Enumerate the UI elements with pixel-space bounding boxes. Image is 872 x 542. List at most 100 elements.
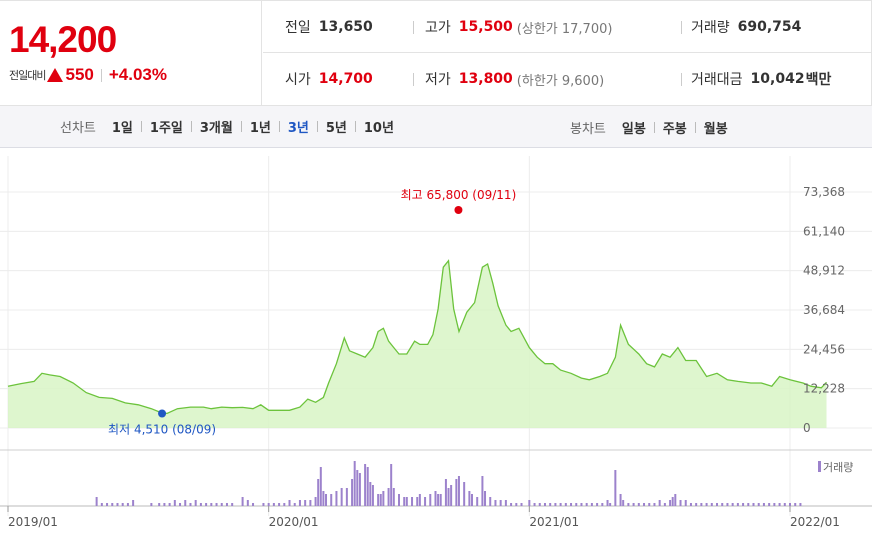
volume-bar bbox=[700, 503, 703, 506]
candle-weekly[interactable]: 주봉 bbox=[662, 121, 687, 137]
y-tick-label: 24,456 bbox=[803, 342, 845, 356]
volume-bar bbox=[549, 503, 552, 506]
volume-bar bbox=[520, 503, 523, 506]
change-row: 전일대비 550 +4.03% bbox=[9, 65, 167, 85]
volume-bar bbox=[371, 485, 374, 506]
volume-bars bbox=[95, 461, 802, 506]
volume-bar bbox=[590, 503, 593, 506]
candle-options: 봉차트 일봉 주봉 월봉 bbox=[570, 106, 728, 148]
volume-bar bbox=[434, 491, 437, 506]
period-10y[interactable]: 10년 bbox=[363, 121, 394, 136]
volume-bar bbox=[366, 467, 369, 506]
volume-bar bbox=[439, 494, 442, 506]
volume-bar bbox=[789, 503, 791, 506]
y-tick-label: 48,912 bbox=[803, 264, 845, 278]
annotations: 최고 65,800 (09/11) 최저 4,510 (08/09) bbox=[108, 188, 516, 436]
open-cell: 시가 14,700 bbox=[285, 53, 373, 105]
volume-bar bbox=[100, 503, 103, 506]
volume-bar bbox=[262, 503, 265, 506]
high-label: 고가 bbox=[425, 20, 451, 36]
volume-bar bbox=[283, 503, 286, 506]
volume-bar bbox=[184, 500, 187, 506]
volume-bar bbox=[225, 503, 228, 506]
volume-bar bbox=[231, 503, 234, 506]
volume-bar bbox=[674, 494, 677, 506]
volume-bar bbox=[293, 503, 296, 506]
candle-monthly[interactable]: 월봉 bbox=[703, 121, 728, 137]
price-area bbox=[7, 259, 827, 428]
volume-bar bbox=[510, 503, 513, 506]
volume-bar bbox=[627, 503, 630, 506]
candle-daily[interactable]: 일봉 bbox=[621, 121, 646, 137]
y-tick-label: 61,140 bbox=[803, 224, 845, 238]
divider bbox=[413, 21, 414, 34]
volume-bar bbox=[499, 500, 502, 506]
volume-bar bbox=[111, 503, 114, 506]
y-axis: 73,368 61,140 48,912 36,684 24,456 12,228 0 bbox=[803, 185, 845, 435]
volume-bar bbox=[663, 503, 666, 506]
volume-bar bbox=[210, 503, 213, 506]
volume-bar bbox=[314, 497, 317, 506]
divider bbox=[694, 121, 696, 133]
volume-bar bbox=[319, 467, 322, 506]
volume-bar bbox=[515, 503, 518, 506]
high-cell: 고가 15,500 (상한가 17,700) bbox=[425, 1, 612, 53]
y-tick-label: 0 bbox=[803, 421, 811, 435]
volume-bar bbox=[614, 470, 617, 506]
volume-bar bbox=[564, 503, 567, 506]
period-3m[interactable]: 3개월 bbox=[199, 121, 233, 136]
divider bbox=[140, 121, 142, 132]
volume-bar bbox=[731, 503, 734, 506]
period-5y[interactable]: 5년 bbox=[325, 121, 347, 136]
amount-unit: 백만 bbox=[805, 72, 832, 88]
volume-bar bbox=[606, 500, 609, 506]
period-1y[interactable]: 1년 bbox=[249, 121, 271, 136]
amount-cell: 거래대금 10,042 백만 bbox=[691, 53, 831, 105]
upper-limit: (상한가 17,700) bbox=[516, 21, 613, 37]
volume-bar bbox=[121, 503, 124, 506]
change-label: 전일대비 bbox=[9, 69, 46, 82]
period-3y[interactable]: 3년 bbox=[287, 121, 309, 136]
low-value: 13,800 bbox=[458, 71, 513, 87]
volume-bar bbox=[689, 503, 692, 506]
volume-bar bbox=[390, 464, 393, 506]
volume-bar bbox=[356, 470, 359, 506]
volume-bar bbox=[601, 503, 604, 506]
prev-close-cell: 전일 13,650 bbox=[285, 1, 373, 53]
volume-bar bbox=[481, 476, 484, 506]
current-price: 14,200 bbox=[9, 19, 117, 60]
volume-bar bbox=[653, 503, 656, 506]
volume-bar bbox=[220, 503, 223, 506]
volume-bar bbox=[358, 473, 361, 506]
volume-bar bbox=[168, 503, 171, 506]
volume-bar bbox=[773, 503, 776, 506]
volume-bar bbox=[476, 497, 479, 506]
open-value: 14,700 bbox=[318, 71, 373, 87]
divider bbox=[100, 68, 102, 82]
volume-bar bbox=[463, 482, 466, 506]
volume-bar bbox=[710, 503, 713, 506]
period-1d[interactable]: 1일 bbox=[111, 121, 133, 136]
volume-bar bbox=[455, 479, 458, 506]
volume-bar bbox=[405, 497, 408, 506]
volume-bar bbox=[632, 503, 635, 506]
max-point-marker bbox=[454, 206, 463, 214]
divider bbox=[354, 121, 356, 132]
prev-close-value: 13,650 bbox=[318, 19, 373, 35]
volume-bar bbox=[126, 503, 129, 506]
volume-bar bbox=[194, 500, 197, 506]
divider bbox=[240, 121, 242, 132]
volume-bar bbox=[267, 503, 270, 506]
lower-limit: (하한가 9,600) bbox=[516, 73, 605, 89]
volume-bar bbox=[382, 491, 385, 506]
volume-bar bbox=[762, 503, 765, 506]
period-1w[interactable]: 1주일 bbox=[149, 121, 183, 136]
volume-bar bbox=[444, 479, 447, 506]
volume-bar bbox=[585, 503, 588, 506]
volume-bar bbox=[489, 497, 492, 506]
volume-bar bbox=[158, 503, 161, 506]
volume-bar bbox=[783, 503, 786, 506]
volume-bar bbox=[205, 503, 208, 506]
volume-bar bbox=[437, 494, 440, 506]
high-value: 15,500 bbox=[458, 19, 513, 35]
